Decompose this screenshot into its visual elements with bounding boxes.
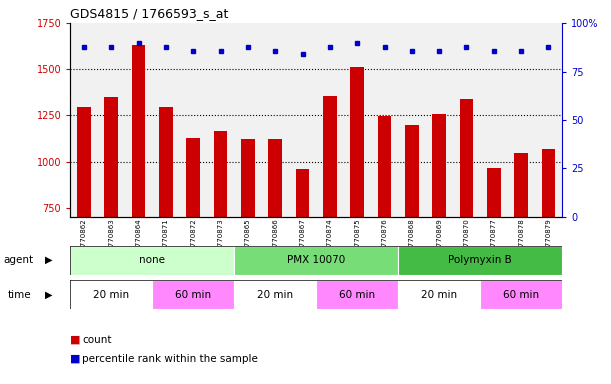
Bar [132, 45, 145, 217]
Bar [98, 23, 125, 217]
Bar [316, 23, 343, 217]
Bar [480, 23, 508, 217]
Bar [343, 23, 371, 217]
Bar [425, 23, 453, 217]
Bar [214, 131, 227, 217]
Bar [514, 153, 528, 217]
Bar [234, 246, 398, 275]
Bar [433, 114, 446, 217]
Bar [398, 246, 562, 275]
Bar [398, 23, 425, 217]
Text: GDS4815 / 1766593_s_at: GDS4815 / 1766593_s_at [70, 7, 229, 20]
Text: 20 min: 20 min [93, 290, 130, 300]
Bar [289, 23, 316, 217]
Bar [262, 23, 289, 217]
Text: percentile rank within the sample: percentile rank within the sample [82, 354, 258, 364]
Bar [371, 23, 398, 217]
Text: none: none [139, 255, 165, 265]
Bar [323, 96, 337, 217]
Bar [541, 149, 555, 217]
Bar [241, 139, 255, 217]
Text: ■: ■ [70, 354, 81, 364]
Bar [350, 67, 364, 217]
Bar [180, 23, 207, 217]
Bar [378, 116, 391, 217]
Bar [405, 125, 419, 217]
Bar [316, 280, 398, 309]
Bar [398, 280, 480, 309]
Text: ▶: ▶ [45, 255, 52, 265]
Bar [268, 139, 282, 217]
Bar [152, 280, 234, 309]
Bar [234, 23, 262, 217]
Bar [453, 23, 480, 217]
Text: 60 min: 60 min [339, 290, 375, 300]
Bar [159, 107, 173, 217]
Bar [152, 23, 180, 217]
Bar [508, 23, 535, 217]
Text: 60 min: 60 min [175, 290, 211, 300]
Text: agent: agent [3, 255, 33, 265]
Bar [125, 23, 152, 217]
Bar [186, 137, 200, 217]
Bar [487, 168, 500, 217]
Text: time: time [8, 290, 32, 300]
Bar [70, 23, 98, 217]
Bar [104, 97, 118, 217]
Bar [296, 169, 309, 217]
Text: count: count [82, 335, 112, 345]
Bar [234, 280, 316, 309]
Bar [535, 23, 562, 217]
Bar [77, 107, 91, 217]
Text: 20 min: 20 min [257, 290, 293, 300]
Bar [480, 280, 562, 309]
Text: 20 min: 20 min [421, 290, 457, 300]
Text: ■: ■ [70, 335, 81, 345]
Text: Polymyxin B: Polymyxin B [448, 255, 512, 265]
Bar [459, 99, 474, 217]
Text: ▶: ▶ [45, 290, 52, 300]
Bar [70, 246, 234, 275]
Text: 60 min: 60 min [503, 290, 539, 300]
Text: PMX 10070: PMX 10070 [287, 255, 345, 265]
Bar [70, 280, 152, 309]
Bar [207, 23, 234, 217]
